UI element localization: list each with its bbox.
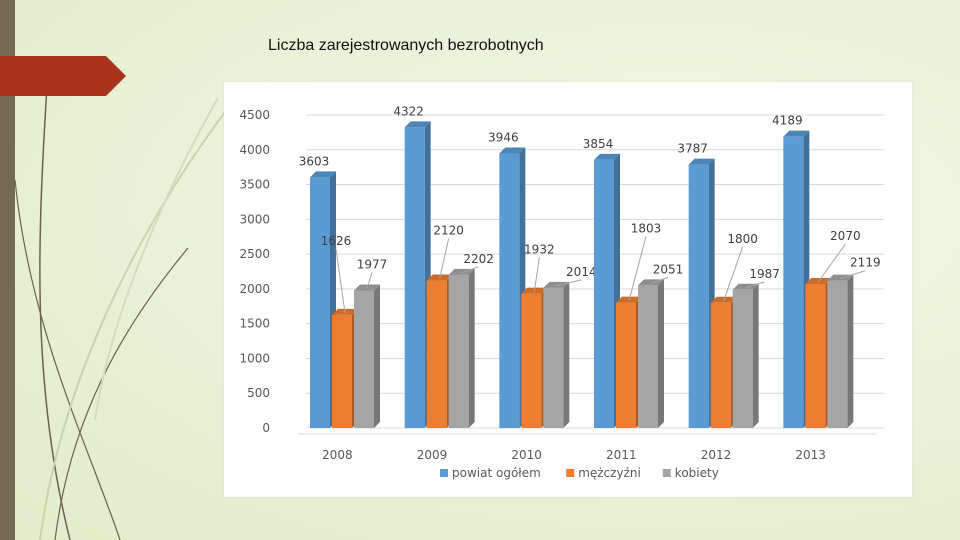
bar-side	[563, 281, 570, 428]
sidebar-stripe	[0, 0, 15, 540]
bar	[688, 164, 709, 428]
data-label: 2202	[463, 252, 494, 266]
y-tick-label: 1500	[239, 317, 270, 331]
y-tick-label: 0	[262, 421, 270, 435]
data-label: 3946	[488, 131, 519, 145]
y-tick-label: 3000	[239, 212, 270, 226]
data-label: 3603	[299, 154, 330, 168]
bar-chart: 0 500 1000 1500 2000 2500 3000 3500 4000 4500 2008…	[239, 104, 884, 480]
bar	[332, 314, 352, 428]
leader-line	[461, 266, 479, 274]
bar-top	[594, 153, 620, 160]
leader-line	[745, 281, 765, 289]
bar	[310, 177, 330, 428]
bar-top	[805, 278, 832, 285]
data-label: 4322	[393, 104, 424, 118]
bar	[827, 280, 848, 428]
data-label: 3787	[677, 142, 708, 156]
bar-top	[404, 121, 431, 128]
bar-top	[543, 281, 570, 288]
leader-line	[723, 246, 744, 301]
data-label: 1932	[524, 243, 555, 257]
data-label: 2119	[850, 256, 881, 270]
bar	[448, 274, 469, 428]
bar-side	[468, 268, 475, 428]
bar	[543, 287, 564, 428]
x-tick-label: 2011	[606, 448, 637, 462]
bar	[710, 302, 731, 428]
legend-swatch	[440, 469, 448, 477]
y-tick-label: 500	[247, 386, 270, 400]
bar	[426, 280, 447, 428]
leader-line	[628, 236, 647, 301]
y-tick-label: 3500	[239, 178, 270, 192]
bar	[783, 136, 804, 428]
data-label: 1800	[727, 232, 758, 246]
bar	[732, 289, 753, 428]
leader-line	[650, 276, 669, 284]
y-tick-label: 4000	[239, 143, 270, 157]
bar-top	[688, 158, 715, 165]
data-label: 3854	[583, 137, 614, 151]
x-tick-label: 2013	[795, 448, 826, 462]
bar-side	[847, 274, 854, 428]
bar	[521, 293, 542, 428]
leader-line	[817, 243, 846, 283]
title-accent-arrow	[0, 56, 126, 96]
data-label: 4189	[772, 114, 803, 128]
y-tick-label: 4500	[239, 108, 270, 122]
leader-line	[335, 248, 346, 313]
y-tick-label: 2500	[239, 247, 270, 261]
legend-swatch	[662, 469, 671, 477]
leader-line	[840, 270, 866, 280]
data-label: 1803	[631, 222, 662, 236]
bar	[638, 285, 658, 428]
bar	[594, 159, 614, 428]
bar-top	[499, 147, 526, 154]
data-label: 2070	[830, 229, 861, 243]
x-tick-label: 2010	[511, 448, 542, 462]
leader-line	[556, 279, 582, 287]
bar-side	[752, 283, 759, 428]
x-tick-label: 2012	[701, 448, 732, 462]
data-label: 2120	[433, 224, 464, 238]
bar-top	[310, 171, 336, 178]
legend-label: mężczyźni	[578, 466, 641, 480]
data-label: 1977	[357, 257, 388, 271]
data-label: 1987	[749, 267, 780, 281]
bar-side	[374, 284, 380, 428]
data-label: 2014	[566, 265, 597, 279]
bar	[404, 127, 425, 428]
data-label: 1626	[321, 234, 352, 248]
bar	[616, 302, 636, 428]
legend-label: powiat ogółem	[452, 466, 541, 480]
leader-line	[366, 272, 373, 289]
bar-top	[783, 130, 810, 137]
leader-line	[439, 238, 450, 279]
y-tick-label: 1000	[239, 351, 270, 365]
bar	[354, 290, 374, 428]
legend-swatch	[566, 469, 575, 477]
legend-label: kobiety	[675, 466, 719, 480]
leader-line	[533, 257, 540, 292]
data-label: 2051	[653, 262, 684, 276]
y-tick-label: 2000	[239, 282, 270, 296]
bar	[805, 284, 826, 428]
bar	[499, 153, 520, 428]
x-tick-label: 2009	[417, 448, 448, 462]
bar-side	[658, 279, 664, 428]
slide-title: Liczba zarejestrowanych bezrobotnych	[268, 37, 544, 54]
chart-panel: 0 500 1000 1500 2000 2500 3000 3500 4000 4500 2008…	[224, 82, 912, 497]
x-tick-label: 2008	[322, 448, 353, 462]
